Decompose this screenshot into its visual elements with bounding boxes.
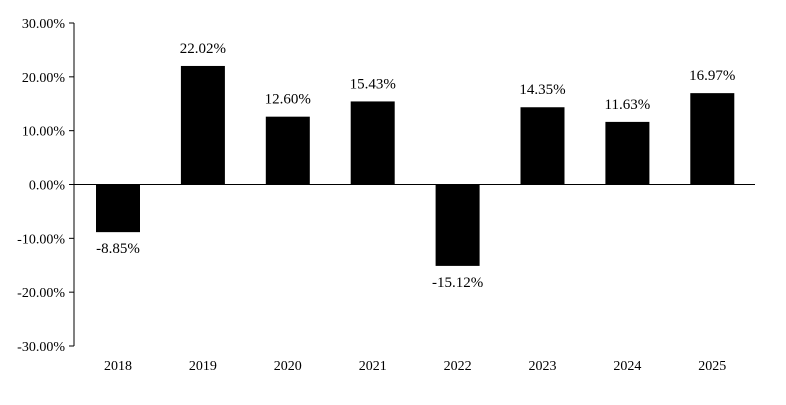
x-axis: 2018 2019 2020 2021 2022 2023 2024 2025 <box>104 359 726 374</box>
bar-2023 <box>520 107 565 185</box>
data-label-2021: 15.43% <box>350 76 396 92</box>
data-label-2020: 12.60% <box>265 92 311 108</box>
x-tick-label-2021: 2021 <box>359 359 387 374</box>
y-tick-label: -20.00% <box>17 286 65 301</box>
x-tick-label-2025: 2025 <box>698 359 726 374</box>
data-labels: -8.85% 22.02% 12.60% 15.43% -15.12% 14.35% 11.… <box>96 41 735 291</box>
bar-2022 <box>435 184 480 266</box>
x-tick-label-2020: 2020 <box>274 359 302 374</box>
data-label-2019: 22.02% <box>180 41 226 57</box>
x-tick-label-2018: 2018 <box>104 359 132 374</box>
y-tick-label: -10.00% <box>17 232 65 247</box>
bar-2020 <box>265 116 310 185</box>
y-tick-label: 30.00% <box>22 17 66 32</box>
y-tick-label: 10.00% <box>22 125 66 140</box>
bar-2018 <box>96 184 140 233</box>
y-tick-label: 20.00% <box>22 71 66 86</box>
x-tick-label-2024: 2024 <box>613 359 641 374</box>
x-tick-label-2023: 2023 <box>529 359 557 374</box>
data-label-2023: 14.35% <box>519 82 565 98</box>
data-label-2022: -15.12% <box>432 275 483 291</box>
data-label-2018: -8.85% <box>96 241 140 257</box>
bar-2024 <box>605 121 650 185</box>
bar-2019 <box>180 65 225 185</box>
x-tick-label-2019: 2019 <box>189 359 217 374</box>
y-tick-label: 0.00% <box>29 179 66 194</box>
data-label-2025: 16.97% <box>689 68 735 84</box>
y-tick-label: -30.00% <box>17 340 65 355</box>
bar-2021 <box>350 101 395 185</box>
data-label-2024: 11.63% <box>605 97 651 113</box>
y-axis: 30.00% 20.00% 10.00% 0.00% -10.00% -20.00% -30… <box>17 17 75 355</box>
bar-2025 <box>690 93 735 185</box>
bars <box>96 65 735 266</box>
x-tick-label-2022: 2022 <box>444 359 472 374</box>
